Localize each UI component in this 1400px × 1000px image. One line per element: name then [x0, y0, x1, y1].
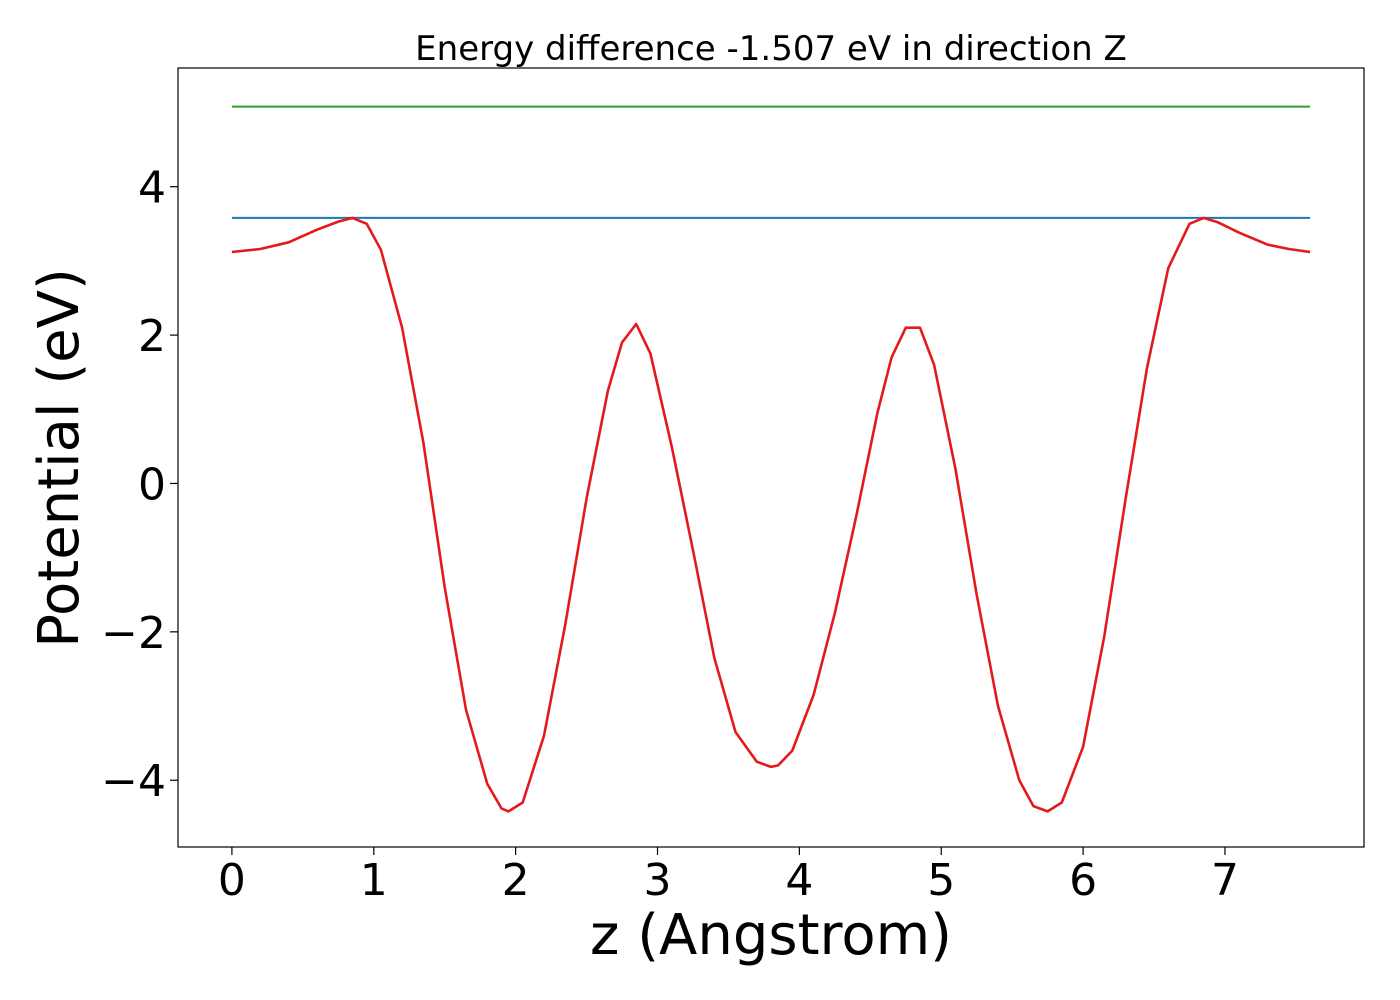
- x-tick-label: 6: [1069, 855, 1097, 906]
- y-tick-label: −4: [101, 756, 166, 807]
- x-tick-label: 2: [502, 855, 530, 906]
- y-tick-label: 2: [138, 311, 166, 362]
- x-tick-label: 7: [1211, 855, 1239, 906]
- y-axis-label: Potential (eV): [27, 268, 92, 648]
- x-tick-label: 5: [927, 855, 955, 906]
- x-axis-label: z (Angstrom): [590, 903, 952, 968]
- x-tick-label: 0: [218, 855, 246, 906]
- series-line-3: [231, 216, 1311, 813]
- y-axis: −4 −2 0 2 4: [101, 163, 178, 807]
- x-axis: 0 1 2 3 4 5 6 7: [218, 847, 1239, 906]
- y-tick-label: 0: [138, 459, 166, 510]
- x-tick-label: 3: [644, 855, 672, 906]
- series-layer: [231, 105, 1311, 813]
- x-tick-label: 4: [785, 855, 813, 906]
- chart-title: Energy difference -1.507 eV in direction…: [415, 29, 1127, 69]
- y-tick-label: −2: [101, 608, 166, 659]
- y-tick-label: 4: [138, 163, 166, 214]
- plot-frame: [177, 67, 1365, 848]
- x-tick-label: 1: [360, 855, 388, 906]
